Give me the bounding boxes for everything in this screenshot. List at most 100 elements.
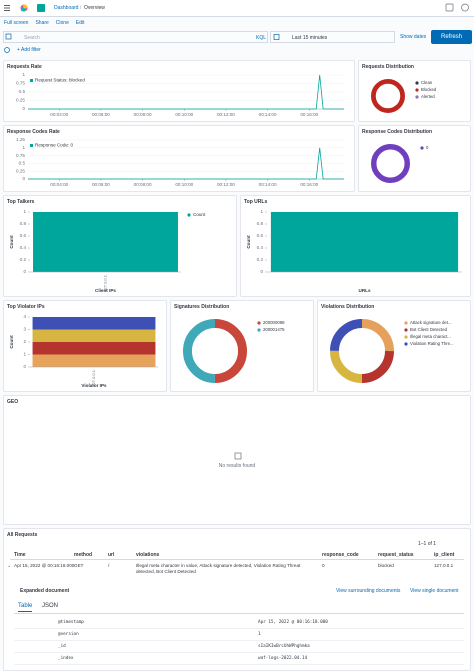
date-picker[interactable]: Last 15 minutes xyxy=(270,31,395,43)
menu-item[interactable]: Clone xyxy=(55,20,69,26)
legend-label: Attack signature det... xyxy=(410,320,452,325)
column-header[interactable]: request_status xyxy=(378,552,414,558)
y-tick-label: 0 xyxy=(23,364,26,369)
field-value: Apr 15, 2022 @ 00:16:18.000 xyxy=(258,620,328,625)
slice xyxy=(329,318,395,384)
query-language[interactable]: KQL xyxy=(256,35,267,41)
cell: Illegal meta character in value, Attack … xyxy=(136,563,301,574)
y-tick-label: 0.4 xyxy=(20,245,27,250)
panel: Top Talkers 0 0.2 0.4 0.6 0.8 1 127.0.0.1 Client… xyxy=(3,195,237,297)
expanded-title: Expanded document xyxy=(20,588,70,594)
search-box[interactable]: Search KQL xyxy=(3,31,268,43)
slice xyxy=(371,79,405,113)
y-tick-label: 0 xyxy=(22,106,25,111)
bar xyxy=(270,212,459,272)
legend-dot xyxy=(404,342,408,346)
y-tick-label: 0 xyxy=(22,176,25,181)
legend-label: Bot Client Detected xyxy=(410,327,448,332)
x-tick-label: 00:16:00 xyxy=(300,112,318,117)
column-header[interactable]: method xyxy=(74,552,93,558)
field-value: 1 xyxy=(258,632,261,637)
search-placeholder: Search xyxy=(24,35,40,41)
user-icon[interactable] xyxy=(461,3,469,12)
calendar-icon xyxy=(273,34,280,40)
cell: 0 xyxy=(322,563,325,568)
menu: Full screen Share Clone Edit xyxy=(4,20,85,26)
y-tick-label: 0.4 xyxy=(257,245,264,250)
help-icon[interactable] xyxy=(445,3,454,12)
legend-dot xyxy=(415,95,419,99)
menu-item[interactable]: Share xyxy=(35,20,49,26)
cell: blocked xyxy=(378,563,394,568)
legend-dot xyxy=(187,213,191,217)
header-rule xyxy=(10,559,464,560)
panel: Violations Distribution Attack signature … xyxy=(317,300,471,392)
x-tick-label: 00:10:00 xyxy=(175,112,193,117)
y-axis-label: Count xyxy=(246,235,251,249)
legend-label: Illegal meta charact... xyxy=(410,334,451,339)
y-tick-label: 0.25 xyxy=(16,98,25,103)
link[interactable]: View surrounding documents xyxy=(336,588,401,594)
column-header[interactable]: url xyxy=(108,552,115,558)
filter-icon[interactable] xyxy=(3,45,13,55)
field-value: sIaIKIwBrcUhWPhghmka xyxy=(258,644,310,649)
top-bar: Dashboard / Overview xyxy=(0,0,474,17)
y-axis-label: Count xyxy=(9,335,14,349)
menu-icon[interactable] xyxy=(4,5,10,11)
chart: Attack signature det... Bot Client Detect… xyxy=(329,318,454,384)
show-dates[interactable]: Show dates xyxy=(400,34,427,40)
slice xyxy=(370,143,411,184)
column-header[interactable]: ip_client xyxy=(434,552,455,558)
y-tick-label: 1.25 xyxy=(16,137,25,142)
series-line xyxy=(28,74,344,110)
cell: Apr 15, 2022 @ 00:16:18.000 xyxy=(14,563,75,568)
chart: 0 0.25 0.5 0.75 1 1.25 00:04:00 00:06:00 00:08:0… xyxy=(16,137,344,187)
field-name: _id xyxy=(58,644,66,649)
link[interactable]: View single document xyxy=(410,588,459,594)
y-tick-label: 1 xyxy=(23,352,26,357)
legend-label: 200001475 xyxy=(263,327,285,332)
column-header[interactable]: violations xyxy=(136,552,160,558)
y-tick-label: 0.25 xyxy=(16,168,25,173)
column-header[interactable]: response_code xyxy=(322,552,359,558)
legend-dot xyxy=(404,328,408,332)
breadcrumb: Overview xyxy=(84,5,105,11)
legend-dot xyxy=(404,321,408,325)
menu-item[interactable]: Edit xyxy=(75,20,85,26)
legend-label: Blocked xyxy=(421,87,437,92)
legend-label: Response Code: 0 xyxy=(35,143,73,148)
panel-title: Response Codes Rate xyxy=(7,129,60,135)
panel: Response Codes Rate 0 0.25 0.5 0.75 1 1.25 00:0… xyxy=(3,125,355,192)
x-tick-label: 127.0.0.1 xyxy=(91,369,96,386)
saved-query-icon[interactable] xyxy=(3,31,23,43)
panel: Response Codes Distribution 0 xyxy=(358,125,471,192)
y-tick-label: 0 xyxy=(23,269,26,274)
legend-label: Alerted xyxy=(421,94,435,99)
add-filter[interactable]: + Add filter xyxy=(17,47,41,53)
expand-toggle[interactable]: ⌄ xyxy=(7,563,12,569)
cell: 127.0.0.1 xyxy=(434,563,454,568)
panel-title: Violations Distribution xyxy=(321,304,375,310)
x-tick-label: 127.0.0.1 xyxy=(103,274,108,291)
x-tick-label: 00:08:00 xyxy=(134,182,152,187)
panel: Requests Rate 0 0.25 0.5 0.75 1 00:04:00 00:06:… xyxy=(3,60,355,122)
legend-label: Count xyxy=(193,212,206,217)
logo[interactable] xyxy=(20,4,28,12)
panel-title: GEO xyxy=(7,399,19,405)
refresh-button[interactable]: Refresh xyxy=(431,30,472,44)
chart: Clean Blocked Alerted xyxy=(371,79,437,113)
field-name: @timestamp xyxy=(58,620,84,625)
breadcrumb[interactable]: Dashboard xyxy=(54,5,79,11)
menu-item[interactable]: Full screen xyxy=(4,20,29,26)
slice xyxy=(329,318,395,384)
space-badge[interactable] xyxy=(37,4,45,12)
chart: 200000098 200001475 xyxy=(182,318,285,384)
column-header[interactable]: Time xyxy=(14,552,26,558)
panel: Top URLs 0 0.2 0.4 0.6 0.8 1 URLs Count xyxy=(240,195,471,297)
y-tick-label: 0.2 xyxy=(257,257,264,262)
y-tick-label: 4 xyxy=(23,314,26,319)
panel-title: Signatures Distribution xyxy=(174,304,230,310)
tab[interactable]: JSON xyxy=(42,603,59,609)
tab[interactable]: Table xyxy=(18,603,33,612)
